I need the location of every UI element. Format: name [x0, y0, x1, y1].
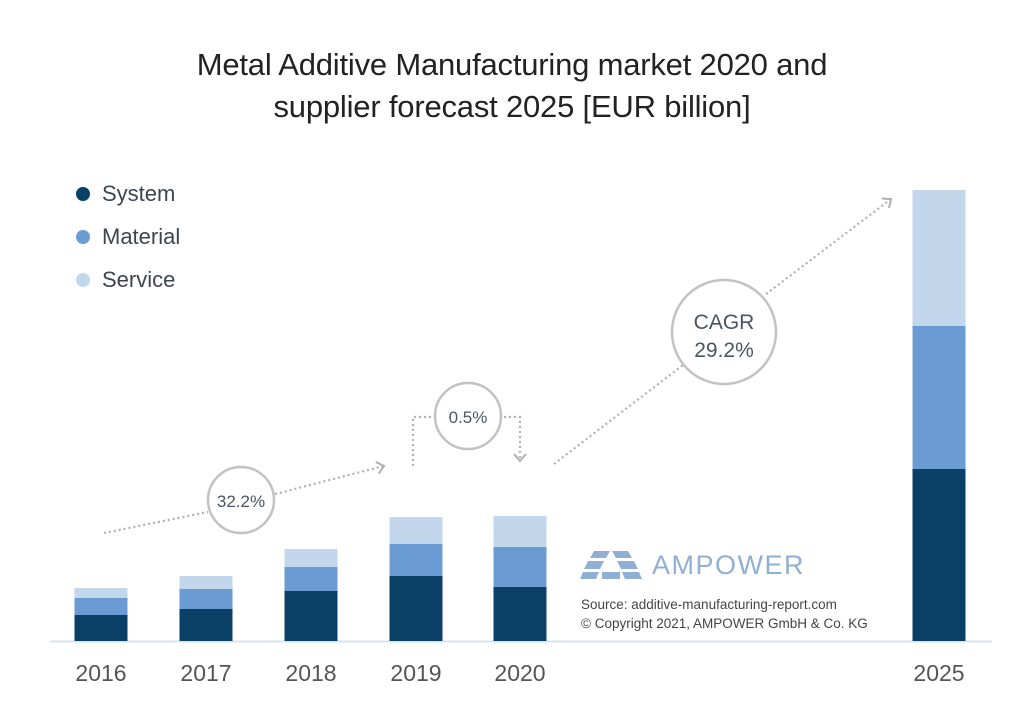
bar-stack-2019 [389, 517, 443, 641]
growth-label: 0.5% [449, 408, 488, 427]
growth-arrow-line [411, 415, 432, 466]
chart-title: Metal Additive Manufacturing market 2020… [0, 44, 1024, 128]
x-tick-label: 2020 [494, 660, 545, 686]
x-tick-label: 2025 [913, 660, 964, 686]
annotation-growth-2016-2019: 32.2% [103, 461, 386, 535]
legend-label: Service [102, 266, 176, 292]
bar-segment-system-2017 [179, 609, 233, 641]
bar-segment-material-2025 [912, 326, 966, 469]
bar-segment-material-2017 [179, 589, 233, 609]
bar-stack-2018 [284, 549, 338, 641]
legend: System Material Service [76, 172, 180, 301]
bar-segment-material-2018 [284, 567, 338, 591]
x-tick-label: 2017 [180, 660, 231, 686]
bar-segment-material-2016 [74, 598, 128, 615]
legend-label: Material [102, 223, 181, 249]
bar-segment-service-2025 [912, 190, 966, 326]
bar-segment-system-2016 [74, 615, 128, 641]
bar-stack-2020 [493, 516, 547, 641]
ampower-logo-text: AMPOWER [652, 549, 806, 580]
x-tick-label: 2019 [390, 660, 441, 686]
annotation-cagr-2020-2025: CAGR 29.2% [553, 197, 893, 465]
bar-segment-system-2018 [284, 591, 338, 641]
bar-segment-material-2020 [493, 547, 547, 587]
legend-marker-system [76, 186, 90, 201]
growth-arrow-line [504, 415, 527, 463]
growth-circle [433, 381, 503, 451]
source-text: Source: additive-manufacturing-report.co… [581, 597, 837, 612]
growth-circle [206, 465, 276, 535]
bar-segment-system-2019 [389, 576, 443, 641]
source-note: Source: additive-manufacturing-report.co… [581, 595, 868, 633]
x-tick-label: 2016 [75, 660, 126, 686]
bar-segment-service-2017 [179, 576, 233, 589]
cagr-circle [670, 278, 778, 386]
legend-item-service: Service [76, 258, 180, 301]
bar-segment-system-2025 [912, 469, 966, 641]
bar-segment-service-2018 [284, 549, 338, 567]
x-tick-labels: 2016 2017 2018 2019 2020 2025 [75, 660, 964, 686]
bar-stack-2016 [74, 588, 128, 641]
cagr-arrow-line [765, 197, 893, 295]
growth-label: 32.2% [217, 492, 265, 511]
bar-segment-system-2020 [493, 587, 547, 641]
ampower-logo: AMPOWER [580, 549, 805, 581]
bar-stack-2017 [179, 576, 233, 641]
annotation-growth-2019-2020: 0.5% [411, 381, 527, 466]
bar-segment-service-2019 [389, 517, 443, 544]
cagr-value: 29.2% [694, 339, 754, 362]
copyright-text: © Copyright 2021, AMPOWER GmbH & Co. KG [581, 616, 868, 631]
chart-title-line-1: Metal Additive Manufacturing market 2020… [196, 47, 828, 82]
bar-segment-material-2019 [389, 544, 443, 576]
legend-marker-material [76, 229, 90, 244]
legend-label: System [102, 180, 176, 206]
chart-title-line-2: supplier forecast 2025 [EUR billion] [273, 89, 751, 124]
legend-marker-service [76, 272, 90, 287]
bar-stack-2025 [912, 190, 966, 641]
bar-segment-service-2016 [74, 588, 128, 598]
legend-item-material: Material [76, 215, 180, 258]
legend-item-system: System [76, 172, 180, 215]
bar-segment-service-2020 [493, 516, 547, 547]
bars-group [74, 190, 966, 641]
cagr-label: CAGR [694, 311, 755, 334]
ampower-logo-icon [580, 551, 642, 579]
cagr-arrow-line [553, 364, 684, 465]
growth-arrow-line [103, 510, 209, 535]
x-tick-label: 2018 [285, 660, 336, 686]
growth-arrow-line [274, 461, 386, 496]
